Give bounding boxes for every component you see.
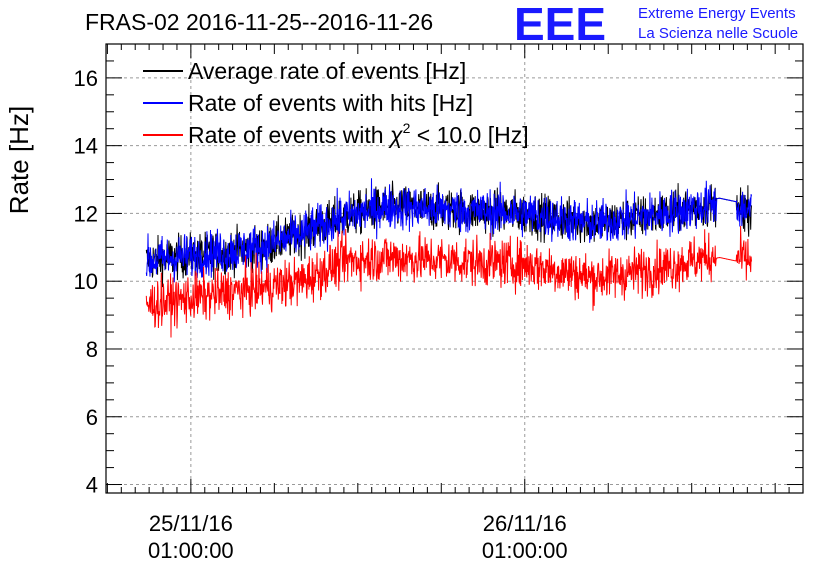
logo-line2: La Scienza nelle Scuole xyxy=(638,25,798,42)
legend-chi-superscript: 2 xyxy=(403,120,411,136)
eee-logo: EEE Extreme Energy Events La Scienza nel… xyxy=(514,0,798,50)
y-tick-label: 8 xyxy=(86,337,98,362)
series-line-1 xyxy=(145,178,752,283)
legend-item-chi2: Rate of events with χ2 < 10.0 [Hz] xyxy=(188,120,529,148)
legend: Average rate of events [Hz] Rate of even… xyxy=(143,58,529,148)
legend-chi-symbol: χ xyxy=(388,122,403,148)
logo-line1: Extreme Energy Events xyxy=(638,5,796,22)
y-tick-label: 10 xyxy=(74,269,98,294)
y-tick-label: 16 xyxy=(74,66,98,91)
plot-frame xyxy=(105,43,804,494)
series-line-2 xyxy=(145,225,752,338)
legend-item-average: Average rate of events [Hz] xyxy=(188,58,466,84)
series-group xyxy=(145,178,752,338)
legend-chi2-prefix: Rate of events with xyxy=(188,122,390,148)
x-tick-label-date: 25/11/16 xyxy=(149,511,233,536)
logo-mark: EEE xyxy=(514,0,606,50)
x-tick-label-date: 26/11/16 xyxy=(483,511,567,536)
chart-title: FRAS-02 2016-11-25--2016-11-26 xyxy=(85,9,433,35)
x-tick-label-time: 01:00:00 xyxy=(482,538,568,563)
y-tick-label: 14 xyxy=(74,134,98,159)
axis-ticks xyxy=(106,44,804,493)
x-tick-label-time: 01:00:00 xyxy=(148,538,234,563)
y-axis-label: Rate [Hz] xyxy=(4,106,34,214)
legend-chi2-suffix: < 10.0 [Hz] xyxy=(410,122,528,148)
y-tick-label: 6 xyxy=(86,405,98,430)
y-tick-label: 4 xyxy=(86,473,98,498)
legend-item-hits: Rate of events with hits [Hz] xyxy=(188,90,473,116)
y-tick-label: 12 xyxy=(74,201,98,226)
y-tick-labels: 4 6 8 10 12 14 16 xyxy=(74,66,98,498)
